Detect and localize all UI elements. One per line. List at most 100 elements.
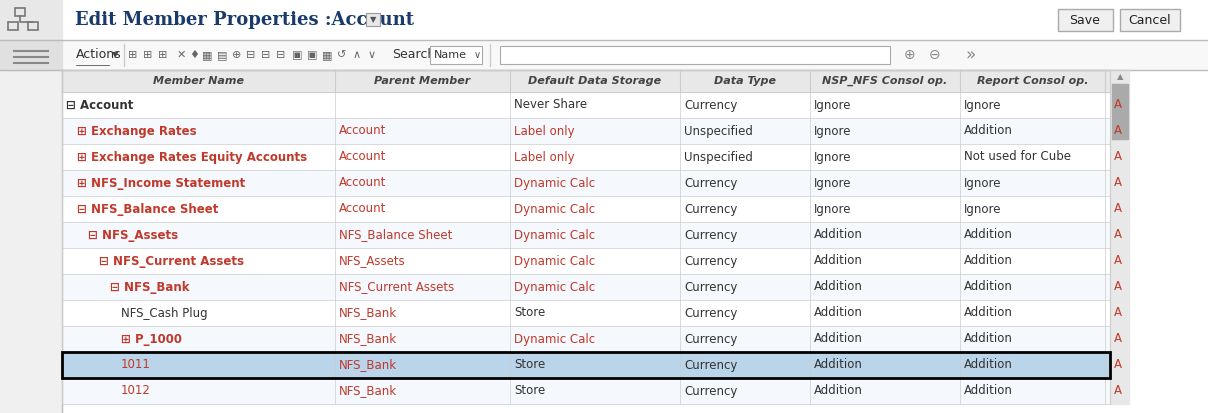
Bar (62, 274, 1110, 300)
Text: Dynamic Calc: Dynamic Calc (513, 280, 596, 294)
Bar (0, 40, 1208, 70)
Text: NFS_Bank: NFS_Bank (339, 332, 397, 346)
Text: Ignore: Ignore (814, 98, 852, 112)
Text: A: A (1114, 332, 1122, 346)
Text: Addition: Addition (964, 358, 1012, 372)
Text: Never Share: Never Share (513, 98, 587, 112)
Text: ▦: ▦ (321, 50, 332, 60)
Text: Ignore: Ignore (814, 202, 852, 216)
Text: Unspecified: Unspecified (684, 150, 753, 164)
Text: Ignore: Ignore (814, 124, 852, 138)
Text: A: A (1114, 202, 1122, 216)
Text: ∨: ∨ (368, 50, 376, 60)
Text: ⊞: ⊞ (128, 50, 138, 60)
Text: ▼: ▼ (370, 16, 376, 24)
Text: Label only: Label only (513, 124, 575, 138)
Text: Dynamic Calc: Dynamic Calc (513, 176, 596, 190)
Text: Addition: Addition (964, 228, 1012, 242)
Text: ↺: ↺ (337, 50, 347, 60)
Text: Default Data Storage: Default Data Storage (528, 76, 662, 86)
Text: Currency: Currency (684, 358, 737, 372)
Text: Currency: Currency (684, 254, 737, 268)
Text: ▣: ▣ (292, 50, 302, 60)
Text: Data Type: Data Type (714, 76, 776, 86)
Bar (62, 352, 1110, 378)
Bar (14, 8, 25, 16)
Bar (62, 300, 1110, 326)
Bar (62, 144, 1110, 170)
Text: Addition: Addition (964, 124, 1012, 138)
Text: Addition: Addition (814, 306, 863, 320)
Text: ⊟ NFS_Assets: ⊟ NFS_Assets (88, 228, 178, 242)
Text: ⊟ NFS_Balance Sheet: ⊟ NFS_Balance Sheet (77, 202, 219, 216)
Text: A: A (1114, 306, 1122, 320)
Text: Addition: Addition (964, 280, 1012, 294)
Text: ▼: ▼ (112, 50, 118, 59)
Text: Edit Member Properties :Account: Edit Member Properties :Account (75, 11, 414, 29)
Bar (62, 170, 1110, 196)
Text: A: A (1114, 228, 1122, 242)
Text: Addition: Addition (964, 306, 1012, 320)
Text: ⊞ Exchange Rates: ⊞ Exchange Rates (77, 124, 197, 138)
Text: Ignore: Ignore (964, 98, 1001, 112)
Text: A: A (1114, 98, 1122, 112)
Text: ∧: ∧ (353, 50, 361, 60)
Text: ⊞ Exchange Rates Equity Accounts: ⊞ Exchange Rates Equity Accounts (77, 150, 307, 164)
Text: Addition: Addition (964, 332, 1012, 346)
Text: NSP_NFS Consol op.: NSP_NFS Consol op. (823, 76, 947, 86)
Bar (1120, 9, 1180, 31)
Bar (62, 326, 1110, 352)
Text: Currency: Currency (684, 280, 737, 294)
Text: Currency: Currency (684, 98, 737, 112)
Bar (0, 0, 1208, 40)
Text: Parent Member: Parent Member (374, 76, 471, 86)
Bar (62, 378, 1110, 404)
Text: »: » (965, 46, 975, 64)
Text: Dynamic Calc: Dynamic Calc (513, 228, 596, 242)
Text: Label only: Label only (513, 150, 575, 164)
Text: A: A (1114, 254, 1122, 268)
Text: Currency: Currency (684, 176, 737, 190)
Bar (0, 70, 62, 413)
Bar (0, 40, 62, 70)
Bar (8, 22, 18, 30)
Text: Addition: Addition (814, 358, 863, 372)
Text: A: A (1114, 124, 1122, 138)
Text: ▣: ▣ (307, 50, 318, 60)
Text: Report Consol op.: Report Consol op. (977, 76, 1088, 86)
Text: Search: Search (393, 48, 435, 62)
Text: NFS_Current Assets: NFS_Current Assets (339, 280, 454, 294)
Text: NFS_Balance Sheet: NFS_Balance Sheet (339, 228, 452, 242)
Text: A: A (1114, 358, 1122, 372)
Text: Addition: Addition (964, 385, 1012, 397)
Text: Store: Store (513, 358, 545, 372)
Bar (62, 352, 1110, 378)
Text: Store: Store (513, 306, 545, 320)
Text: ⊞: ⊞ (158, 50, 168, 60)
Bar (62, 196, 1110, 222)
Text: Member Name: Member Name (153, 76, 244, 86)
Text: Not used for Cube: Not used for Cube (964, 150, 1071, 164)
Bar (0, 0, 62, 40)
Text: ⊞ NFS_Income Statement: ⊞ NFS_Income Statement (77, 176, 245, 190)
Text: ▲: ▲ (1116, 73, 1123, 81)
Text: A: A (1114, 176, 1122, 190)
Text: ⊟: ⊟ (261, 50, 271, 60)
Text: ⊞: ⊞ (144, 50, 152, 60)
Text: A: A (1114, 150, 1122, 164)
Text: ⊟: ⊟ (246, 50, 256, 60)
Text: NFS_Bank: NFS_Bank (339, 306, 397, 320)
Text: Addition: Addition (964, 254, 1012, 268)
Text: Ignore: Ignore (964, 202, 1001, 216)
Text: ⊕: ⊕ (904, 48, 916, 62)
Text: Unspecified: Unspecified (684, 124, 753, 138)
Bar (1111, 70, 1129, 404)
Text: NFS_Bank: NFS_Bank (339, 385, 397, 397)
Text: 1012: 1012 (121, 385, 151, 397)
Bar (1058, 9, 1113, 31)
Text: Currency: Currency (684, 306, 737, 320)
Text: NFS_Cash Plug: NFS_Cash Plug (121, 306, 208, 320)
Text: Ignore: Ignore (814, 176, 852, 190)
Text: Currency: Currency (684, 385, 737, 397)
Text: Addition: Addition (814, 254, 863, 268)
